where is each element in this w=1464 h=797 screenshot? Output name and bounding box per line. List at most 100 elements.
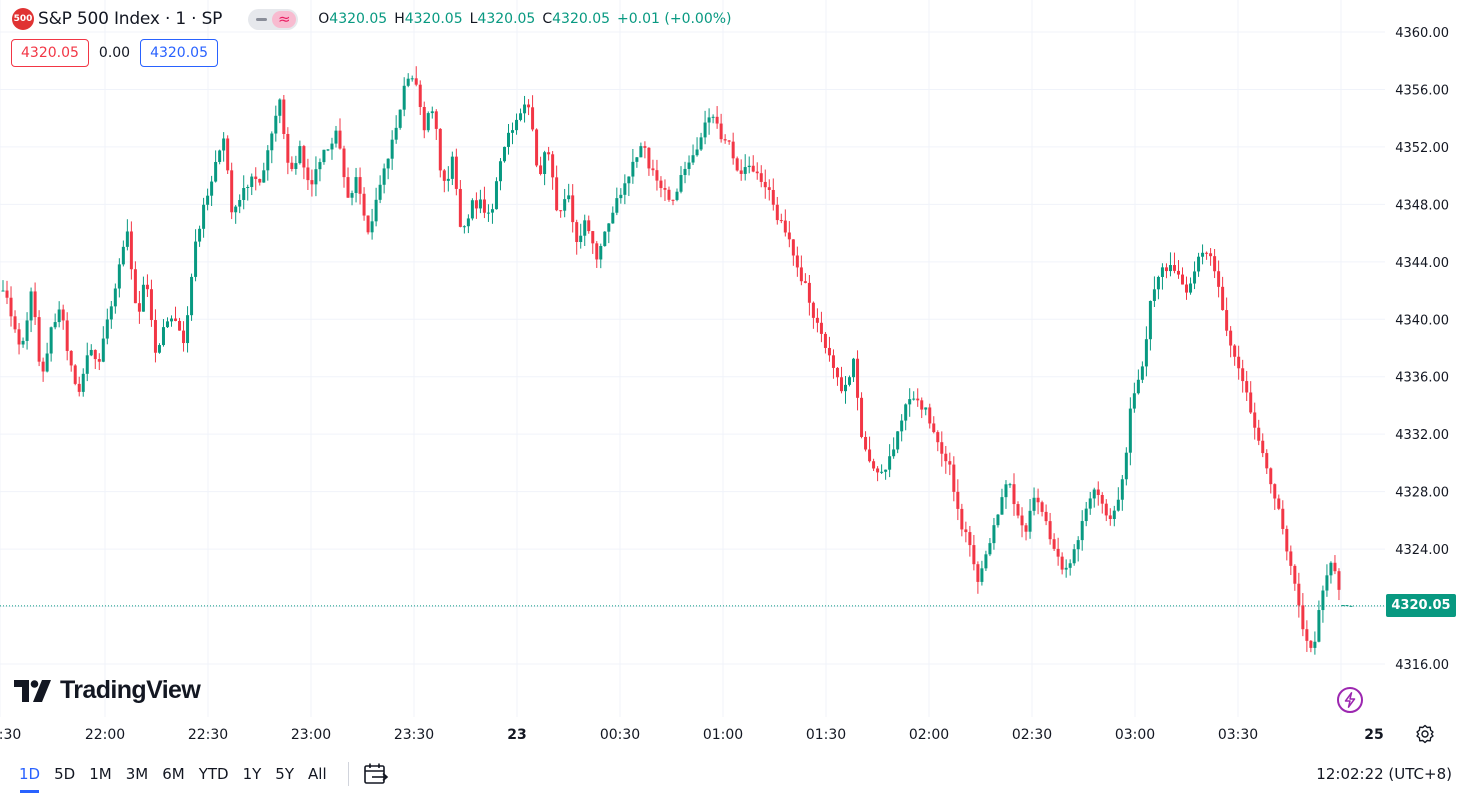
candle-body <box>218 150 222 162</box>
candle-body <box>583 220 587 236</box>
candle-body <box>1181 274 1184 285</box>
candle-body <box>671 199 675 201</box>
clock-timezone[interactable]: 12:02:22 (UTC+8) <box>1316 765 1452 783</box>
legend-toggle[interactable]: ≈ <box>248 8 299 30</box>
candle-body <box>852 358 856 378</box>
candle-body <box>466 218 470 227</box>
tv-logo-icon <box>14 679 51 702</box>
candle-body <box>1273 484 1277 499</box>
open-key: O <box>318 11 330 27</box>
candle-body <box>1144 339 1148 367</box>
candle-body <box>928 407 932 424</box>
candle-body <box>49 327 53 354</box>
range-5d[interactable]: 5D <box>54 765 76 783</box>
candle-body <box>1185 284 1189 293</box>
lightning-button[interactable] <box>1337 687 1363 713</box>
bottom-toolbar: 1D 5D 1M 3M 6M YTD 1Y 5Y All 12:02:22 (U… <box>0 751 1464 797</box>
candle-body <box>635 157 639 162</box>
candle-body <box>478 199 482 209</box>
candle-body <box>1080 521 1084 541</box>
candle-body <box>900 420 904 432</box>
range-6m[interactable]: 6M <box>162 765 185 783</box>
candle-body <box>462 226 466 228</box>
range-ytd[interactable]: YTD <box>198 765 229 783</box>
candle-body <box>759 173 763 182</box>
candle-body <box>839 377 843 392</box>
range-5y[interactable]: 5Y <box>275 765 295 783</box>
time-tick-label: 03:00 <box>1115 727 1155 743</box>
candle-body <box>1301 605 1305 630</box>
approx-icon[interactable]: ≈ <box>272 10 297 28</box>
candle-body <box>1 290 5 292</box>
candle-body <box>438 128 442 171</box>
candle-body <box>1257 427 1261 441</box>
candle-body <box>182 330 186 344</box>
tradingview-logo[interactable]: TradingView <box>14 676 201 705</box>
candle-body <box>153 320 157 353</box>
candle-body <box>362 193 366 216</box>
candle-body <box>1152 289 1156 301</box>
candle-body <box>77 383 81 392</box>
candle-body <box>627 176 631 184</box>
candle-body <box>1036 497 1040 503</box>
symbol-title[interactable]: S&P 500 Index · 1 · SP <box>38 9 223 29</box>
candle-body <box>896 431 900 450</box>
high-value: 4320.05 <box>404 11 463 27</box>
candle-body <box>1321 590 1325 611</box>
candle-body <box>1217 271 1221 287</box>
candle-body <box>278 99 282 116</box>
candle-body <box>803 281 807 283</box>
range-1d[interactable]: 1D <box>12 751 47 797</box>
candle-body <box>1128 408 1132 453</box>
candle-body <box>382 168 386 185</box>
price-tick-label: 4344.00 <box>1395 256 1449 271</box>
candle-body <box>302 146 306 168</box>
candle-body <box>1044 511 1048 522</box>
candle-body <box>807 282 811 303</box>
candle-body <box>170 318 173 322</box>
candle-body <box>222 138 226 151</box>
low-value: 4320.05 <box>477 11 536 27</box>
range-1y[interactable]: 1Y <box>242 765 262 783</box>
candle-body <box>1341 605 1345 607</box>
candle-body <box>442 170 446 181</box>
lightning-icon <box>1344 692 1356 708</box>
chart-settings-button[interactable] <box>1413 722 1437 746</box>
candle-body <box>9 297 13 317</box>
spread-value: 0.00 <box>98 45 131 61</box>
symbol-legend[interactable]: 500 S&P 500 Index · 1 · SP ≈ O4320.05 H4… <box>12 7 732 31</box>
candle-body <box>619 194 623 199</box>
range-all[interactable]: All <box>308 765 327 783</box>
price-scale[interactable]: 4360.00 4356.00 4352.00 4348.00 4344.00 4340.… <box>1385 0 1464 717</box>
candle-body <box>1277 498 1281 509</box>
time-tick-label: 25 <box>1364 727 1383 743</box>
candle-body <box>1084 508 1088 522</box>
range-1m[interactable]: 1M <box>89 765 112 783</box>
candle-body <box>1108 515 1112 520</box>
candle-body <box>711 116 715 118</box>
candle-body <box>274 115 278 134</box>
bid-price-button[interactable]: 4320.05 <box>11 39 89 67</box>
goto-date-button[interactable] <box>361 759 391 789</box>
candle-body <box>539 165 543 175</box>
candle-body <box>145 284 149 290</box>
candle-body <box>1197 256 1201 272</box>
candle-body <box>1092 489 1096 499</box>
range-3m[interactable]: 3M <box>125 765 149 783</box>
candle-body <box>844 384 847 392</box>
candle-body <box>1333 562 1337 572</box>
ask-price-button[interactable]: 4320.05 <box>140 39 218 67</box>
candle-body <box>1096 489 1100 495</box>
candle-body <box>904 404 908 421</box>
time-scale[interactable]: :30 22:00 22:30 23:00 23:30 23 00:30 01:00 01:30… <box>0 717 1464 751</box>
candle-body <box>767 187 771 190</box>
candle-body <box>968 532 972 546</box>
candle-body <box>1104 503 1108 516</box>
chart-pane[interactable] <box>0 0 1385 717</box>
candle-body <box>318 162 322 170</box>
candle-body <box>631 161 635 177</box>
candle-body <box>675 191 679 200</box>
price-tick-label: 4328.00 <box>1395 486 1449 501</box>
candle-body <box>57 309 61 323</box>
low-key: L <box>469 11 478 27</box>
